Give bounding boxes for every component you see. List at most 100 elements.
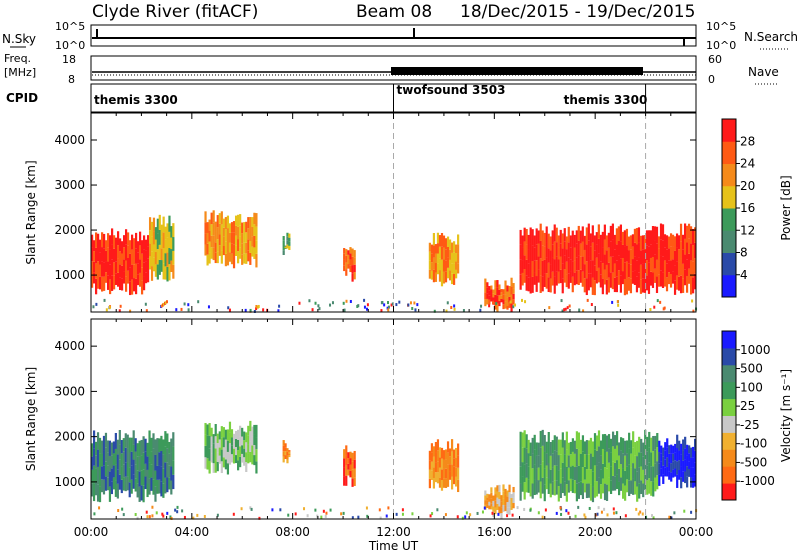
- data-cell: [204, 222, 207, 234]
- data-cell: [688, 468, 691, 477]
- data-cell: [581, 483, 585, 499]
- data-cell: [140, 267, 144, 281]
- scatter-speck: [271, 508, 274, 512]
- scatter-speck: [617, 303, 620, 307]
- data-cell: [166, 252, 169, 267]
- data-cell: [136, 274, 140, 286]
- data-cell: [206, 243, 209, 255]
- data-cell: [116, 272, 120, 287]
- data-cell: [234, 447, 238, 456]
- data-cell: [226, 463, 230, 475]
- data-cell: [676, 461, 679, 475]
- data-cell: [488, 501, 491, 506]
- data-cell: [494, 287, 497, 295]
- data-cell: [428, 460, 431, 470]
- data-cell: [140, 439, 143, 456]
- data-cell: [529, 482, 532, 497]
- data-cell: [642, 469, 645, 484]
- data-cell: [98, 276, 102, 290]
- data-cell: [457, 467, 460, 480]
- data-cell: [452, 273, 456, 285]
- data-cell: [682, 460, 685, 472]
- data-cell: [226, 429, 230, 441]
- data-cell: [349, 265, 352, 273]
- data-cell: [595, 450, 599, 466]
- data-cell: [172, 474, 175, 490]
- colorbar-swatch: [722, 466, 736, 484]
- data-cell: [450, 252, 454, 264]
- data-cell: [496, 280, 499, 288]
- data-cell: [249, 217, 252, 230]
- data-cell: [683, 254, 687, 270]
- data-cell: [228, 421, 232, 433]
- data-cell: [484, 299, 487, 307]
- scatter-speck: [129, 309, 132, 313]
- scatter-speck: [119, 304, 122, 308]
- data-cell: [166, 223, 169, 238]
- data-cell: [624, 440, 627, 456]
- data-cell: [523, 241, 526, 256]
- data-cell: [519, 244, 522, 260]
- data-cell: [146, 246, 150, 259]
- data-cell: [671, 259, 675, 272]
- data-cell: [637, 257, 641, 273]
- data-cell: [537, 467, 540, 481]
- data-cell: [595, 435, 599, 451]
- data-cell: [343, 253, 346, 260]
- data-cell: [206, 446, 209, 459]
- data-cell: [438, 258, 442, 271]
- data-cell: [498, 295, 501, 301]
- data-cell: [218, 245, 221, 256]
- data-cell: [128, 281, 132, 296]
- data-cell: [118, 277, 122, 291]
- data-cell: [132, 430, 135, 445]
- data-cell: [529, 442, 532, 457]
- scatter-speck: [349, 299, 352, 303]
- scatter-speck: [606, 513, 609, 517]
- scatter-speck: [311, 308, 314, 312]
- data-cell: [494, 494, 497, 501]
- data-cell: [247, 435, 250, 445]
- data-cell: [565, 249, 568, 262]
- data-cell: [619, 275, 623, 293]
- data-cell: [146, 235, 150, 247]
- data-cell: [239, 225, 242, 237]
- scatter-speck: [294, 512, 297, 516]
- data-cell: [156, 233, 159, 250]
- data-cell: [593, 449, 597, 466]
- data-cell: [521, 447, 524, 463]
- data-cell: [172, 223, 175, 238]
- data-cell: [521, 432, 524, 448]
- data-cell: [206, 232, 209, 244]
- scatter-speck: [555, 511, 558, 515]
- scatter-speck: [93, 512, 96, 516]
- data-cell: [605, 264, 608, 280]
- data-cell: [94, 441, 98, 456]
- data-cell: [661, 272, 665, 288]
- data-cell: [212, 210, 215, 223]
- data-cell: [455, 269, 458, 279]
- data-cell: [148, 217, 152, 231]
- data-cell: [114, 261, 118, 274]
- data-cell: [591, 471, 595, 487]
- data-cell: [212, 463, 215, 473]
- data-cell: [124, 260, 128, 277]
- data-cell: [452, 475, 456, 485]
- data-cell: [146, 456, 149, 470]
- data-cell: [561, 477, 564, 494]
- data-cell: [692, 457, 695, 468]
- data-cell: [138, 245, 142, 260]
- data-cell: [637, 272, 641, 288]
- data-cell: [577, 270, 580, 285]
- data-cell: [108, 455, 112, 472]
- data-cell: [605, 235, 608, 251]
- data-cell: [605, 468, 609, 485]
- data-cell: [541, 445, 544, 462]
- data-cell: [533, 235, 536, 248]
- data-cell: [486, 293, 489, 299]
- data-cell: [627, 236, 631, 251]
- colorbar-swatch: [722, 381, 736, 400]
- data-cell: [168, 264, 171, 281]
- data-cell: [611, 272, 614, 290]
- data-cell: [96, 247, 100, 262]
